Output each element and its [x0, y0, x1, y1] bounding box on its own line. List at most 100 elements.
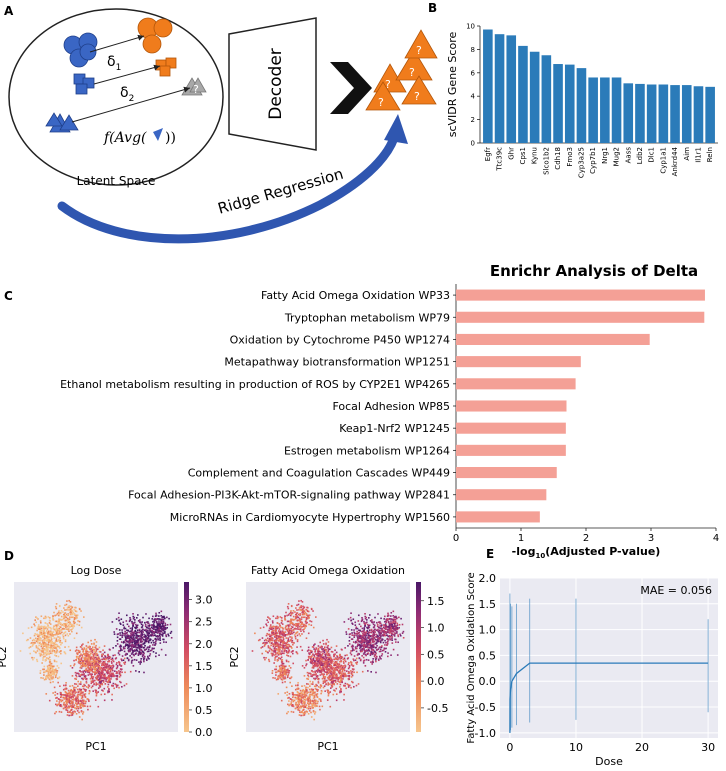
cell-point: [337, 666, 339, 668]
cell-point: [341, 670, 344, 673]
cell-point: [118, 680, 121, 683]
cell-point: [95, 694, 98, 697]
cell-point: [275, 640, 277, 642]
cell-point: [141, 621, 144, 623]
cell-point: [47, 645, 49, 648]
cell-point: [327, 682, 329, 684]
cell-point: [376, 625, 379, 628]
cell-point: [383, 627, 386, 630]
cell-point: [315, 647, 318, 649]
cell-point: [41, 650, 44, 653]
cell-point: [264, 658, 266, 661]
cell-point: [368, 634, 370, 636]
cell-point: [94, 670, 97, 672]
cell-point: [335, 658, 338, 660]
cell-point: [142, 658, 145, 661]
cell-point: [60, 711, 63, 713]
cell-point: [92, 660, 94, 663]
cell-point: [372, 630, 375, 632]
cell-point: [71, 610, 74, 613]
cell-point: [124, 627, 127, 630]
cell-point: [73, 663, 76, 665]
cell-point: [297, 709, 300, 711]
cell-point: [119, 638, 122, 640]
cell-point: [31, 642, 33, 644]
cell-point: [113, 675, 115, 678]
cell-point: [364, 649, 367, 652]
cell-point: [314, 691, 316, 694]
cell-point: [311, 660, 314, 663]
cell-point: [364, 653, 367, 656]
cell-point: [356, 661, 359, 663]
cell-point: [57, 630, 59, 632]
cell-point: [87, 646, 89, 649]
cell-point: [284, 617, 286, 619]
cell-point: [374, 638, 377, 641]
cell-point: [42, 650, 44, 652]
cell-point: [32, 658, 34, 661]
cell-point: [116, 640, 119, 642]
cell-point: [49, 671, 52, 674]
cell-point: [34, 632, 37, 635]
cell-point: [72, 627, 74, 629]
cell-point: [105, 670, 108, 672]
cell-point: [354, 659, 357, 662]
cell-point: [156, 628, 159, 630]
cell-point: [357, 652, 359, 655]
cell-point: [45, 670, 47, 672]
cell-point: [68, 695, 70, 698]
cell-point: [73, 618, 76, 621]
cell-point: [368, 650, 371, 652]
cell-point: [89, 662, 91, 664]
cell-point: [301, 685, 303, 687]
cell-point: [79, 659, 81, 662]
cell-point: [43, 671, 45, 674]
cell-point: [269, 625, 272, 628]
cell-point: [130, 644, 133, 646]
cell-point: [379, 622, 382, 625]
cell-point: [78, 656, 80, 658]
cell-point: [335, 662, 338, 664]
cell-point: [276, 615, 279, 618]
cell-point: [390, 618, 392, 620]
cell-point: [119, 622, 121, 625]
cell-point: [41, 662, 43, 664]
cell-point: [254, 632, 256, 635]
cell-point: [297, 696, 300, 698]
colorbar-tick-label: 0.5: [195, 704, 213, 717]
cell-point: [327, 669, 330, 672]
cell-point: [141, 634, 143, 637]
cell-point: [353, 668, 355, 671]
cell-point: [271, 636, 273, 639]
cell-point: [290, 619, 292, 621]
cell-point: [60, 641, 63, 644]
cell-point: [303, 675, 306, 677]
cell-point: [102, 649, 104, 652]
cell-point: [31, 645, 34, 647]
cell-point: [361, 636, 364, 638]
cell-point: [303, 704, 306, 707]
cell-point: [60, 695, 63, 698]
cell-point: [117, 616, 120, 619]
cell-point: [99, 680, 101, 683]
cell-point: [48, 638, 50, 641]
cell-point: [329, 687, 332, 689]
cell-point: [303, 606, 306, 609]
cell-point: [295, 624, 297, 627]
cell-point: [389, 623, 391, 625]
cell-point: [144, 644, 146, 647]
cell-point: [296, 640, 299, 643]
cell-point: [369, 654, 372, 657]
cell-point: [260, 647, 263, 649]
cell-point: [100, 681, 103, 683]
cell-point: [365, 621, 368, 624]
cell-point: [105, 658, 107, 661]
cell-point: [99, 684, 101, 686]
cell-point: [329, 705, 332, 708]
cell-point: [307, 678, 310, 680]
cell-point: [50, 662, 53, 665]
cell-point: [149, 629, 151, 632]
cell-point: [159, 642, 162, 644]
cell-point: [308, 652, 310, 654]
